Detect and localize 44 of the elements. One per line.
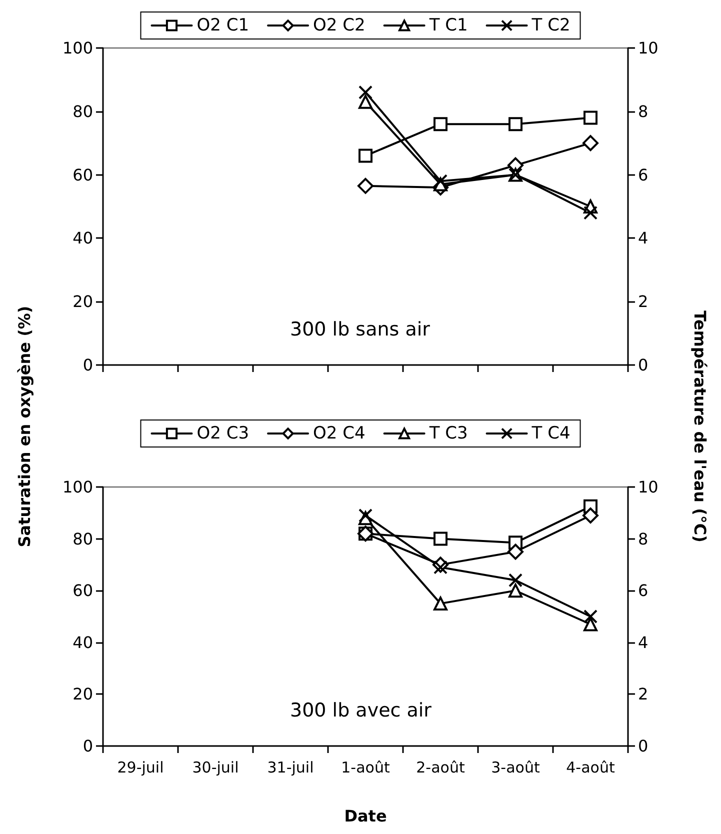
y2-tick-label: 4 — [638, 228, 648, 248]
annotation: 300 lb avec air — [290, 700, 432, 722]
y2-tick-label: 6 — [638, 581, 648, 600]
y2-tick-label: 10 — [638, 478, 658, 496]
y-tick-label: 80 — [72, 529, 93, 548]
y2-axis-title: Température de l'eau (°C) — [690, 310, 710, 542]
x-tick-label: 30-juil — [192, 758, 239, 776]
y-tick-label: 100 — [62, 38, 93, 58]
y-tick-label: 60 — [72, 165, 93, 184]
y-tick-label: 100 — [62, 478, 93, 496]
legend-label: O2 C1 — [196, 16, 250, 36]
y-tick-label: 20 — [72, 292, 93, 312]
x-tick-label: 2-août — [416, 758, 465, 776]
x-tick-label: 31-juil — [267, 758, 314, 776]
y2-tick-label: 0 — [638, 736, 648, 756]
x-tick-label: 4-août — [566, 758, 615, 776]
legend-label: O2 C4 — [313, 424, 366, 444]
y2-tick-label: 2 — [638, 684, 648, 704]
y-tick-label: 60 — [72, 581, 93, 600]
y-tick-label: 80 — [72, 102, 93, 121]
y2-tick-label: 8 — [638, 102, 648, 121]
x-tick-label: 3-août — [491, 758, 540, 776]
x-axis-title: Date — [344, 806, 387, 826]
y2-tick-label: 4 — [638, 632, 648, 652]
legend-label: O2 C3 — [196, 424, 250, 444]
y-tick-label: 0 — [82, 356, 93, 374]
legend-label: T C3 — [428, 424, 468, 444]
y2-tick-label: 10 — [638, 38, 658, 58]
x-tick-label: 1-août — [341, 758, 390, 776]
legend-label: O2 C2 — [313, 16, 366, 36]
y2-tick-label: 6 — [638, 165, 648, 184]
y-tick-label: 40 — [72, 228, 93, 248]
y-tick-label: 0 — [82, 736, 93, 756]
x-tick-label: 29-juil — [117, 758, 164, 776]
legend-label: T C2 — [530, 16, 570, 36]
y2-tick-label: 0 — [638, 356, 648, 374]
legend-label: T C4 — [530, 424, 570, 444]
y2-tick-label: 2 — [638, 292, 648, 312]
y-tick-label: 20 — [72, 684, 93, 704]
y2-tick-label: 8 — [638, 529, 648, 548]
y-axis-title: Saturation en oxygène (%) — [14, 306, 34, 548]
annotation: 300 lb sans air — [290, 318, 430, 340]
legend-label: T C1 — [428, 16, 468, 36]
y-tick-label: 40 — [72, 632, 93, 652]
